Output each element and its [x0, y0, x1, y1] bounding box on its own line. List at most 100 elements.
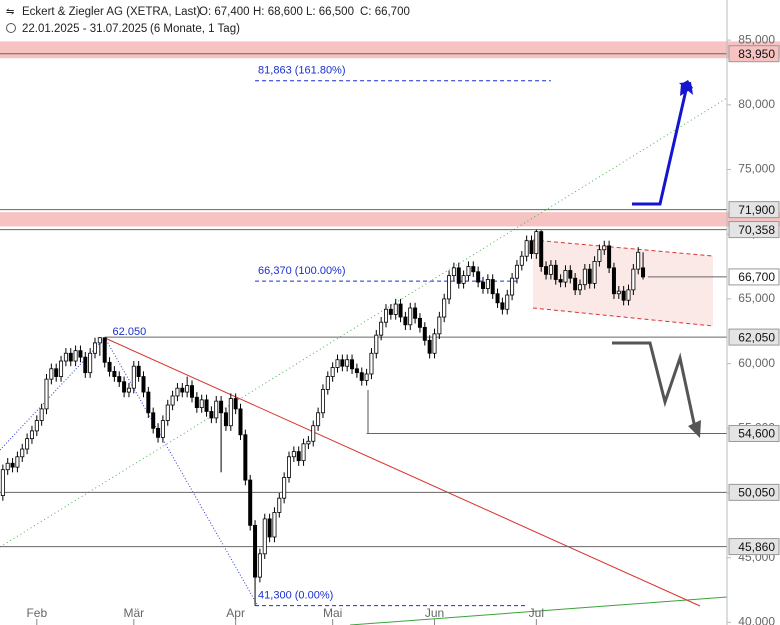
candle-body [427, 339, 432, 354]
candle-body [253, 524, 258, 578]
trend-red [104, 337, 701, 607]
y-tick-label: 60,000 [738, 356, 775, 370]
candles [0, 229, 646, 606]
candle-body [160, 420, 165, 438]
channel-top [532, 239, 714, 257]
candle-body [233, 398, 238, 410]
candle-body [587, 268, 592, 284]
candle-body [209, 411, 214, 419]
level-box [728, 538, 780, 556]
candle-body [413, 307, 418, 319]
candle-body [510, 277, 515, 296]
candle-body [248, 479, 253, 526]
candle-body [20, 448, 25, 458]
candle-body [286, 456, 291, 478]
candle-body [301, 443, 306, 462]
candle-body [126, 387, 131, 393]
candle-body [505, 294, 510, 310]
candle-body [611, 267, 616, 295]
candle-body [49, 368, 54, 380]
candle-body [403, 316, 408, 326]
levels: 81,863 (161.80%) 66,370 (100.00%) 41,300 (… [0, 53, 727, 607]
candle-body [490, 279, 495, 295]
date-range: 22.01.2025 - 31.07.2025 [22, 23, 147, 35]
candle-body [277, 497, 282, 513]
y-tick-label: 40,000 [738, 615, 775, 625]
candle-body [296, 451, 301, 462]
candle-body [471, 266, 476, 273]
candle-body [553, 264, 558, 280]
close: C: 66,700 [360, 6, 410, 18]
candle-body [204, 399, 209, 412]
candle-body [544, 266, 549, 275]
candle-body [388, 308, 393, 315]
candle-body [88, 352, 93, 374]
candle-body [335, 359, 340, 368]
x-tick-label: Jun [425, 606, 444, 620]
header: ⇋ Eckert & Ziegler AG (XETRA, Last) O: 6… [6, 6, 410, 35]
candle-body [15, 456, 20, 468]
trend-green [349, 596, 728, 625]
arrow-up-head2 [679, 82, 693, 95]
candle-body [398, 303, 403, 318]
candle-body [102, 337, 107, 363]
candle-body [63, 352, 68, 362]
candle-body [117, 376, 122, 383]
candle-body [272, 512, 277, 538]
candle-body [78, 350, 83, 358]
candle-body [616, 290, 621, 295]
channel-bottom [532, 307, 714, 327]
candle-body [112, 370, 117, 377]
candle-body [83, 356, 88, 374]
candle-body [393, 303, 398, 315]
candle-body [228, 398, 233, 427]
y-tick-label: 85,000 [738, 32, 775, 46]
candle-body [461, 275, 466, 284]
level-label: 70,358 [738, 223, 775, 237]
level-box [728, 221, 780, 239]
candle-body [519, 255, 524, 266]
candle-body [641, 267, 646, 278]
arrow-down [612, 341, 697, 429]
candle-body [602, 245, 607, 251]
candle-body [422, 326, 427, 341]
candle-body [437, 316, 442, 335]
candle-body [25, 438, 30, 450]
candle-body [607, 245, 612, 269]
candle-body [466, 266, 471, 277]
candle-body [340, 359, 345, 367]
candle-body [257, 553, 262, 578]
candle-body [485, 279, 490, 289]
candle-body [573, 277, 578, 291]
y-tick-label: 65,000 [738, 291, 775, 305]
x-tick-label: Feb [26, 606, 47, 620]
candle-body [626, 289, 631, 301]
candle-body [194, 396, 199, 409]
candle-body [548, 264, 553, 275]
candle-body [214, 400, 219, 419]
candle-body [432, 333, 437, 354]
candle-body [582, 268, 587, 286]
candle-body [592, 260, 597, 284]
fib-label: 81,863 (161.80%) [258, 65, 345, 77]
candle-body [345, 359, 350, 367]
level-box [728, 268, 780, 286]
candle-body [151, 412, 156, 429]
candle-body [156, 427, 161, 438]
candle-body [170, 395, 175, 406]
x-tick-label: Apr [226, 606, 245, 620]
candle-body [316, 412, 321, 427]
candle-body [146, 391, 151, 414]
candle-body [199, 399, 204, 409]
candle-body [10, 462, 15, 468]
level-label: 83,950 [738, 47, 775, 61]
level-box [728, 201, 780, 219]
candle-body [558, 279, 563, 283]
candle-body [29, 430, 34, 440]
candle-body [408, 307, 413, 326]
candle-body [44, 378, 49, 410]
trend-dotted [0, 97, 728, 548]
candle-body [621, 290, 626, 301]
candle-body [141, 376, 146, 393]
candle-body [350, 359, 355, 370]
